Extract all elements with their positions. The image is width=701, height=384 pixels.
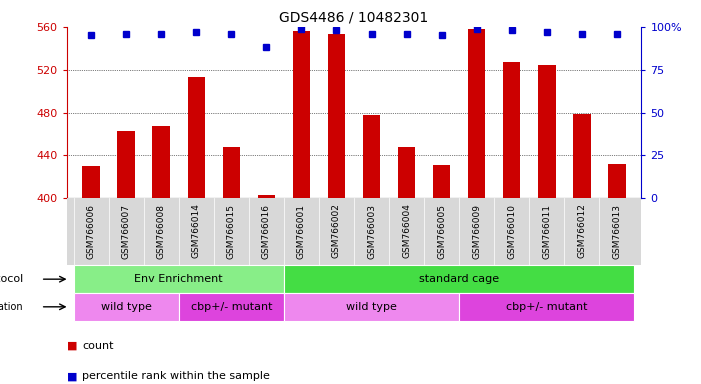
Text: percentile rank within the sample: percentile rank within the sample — [82, 371, 270, 381]
Text: GSM766005: GSM766005 — [437, 204, 446, 258]
Text: GSM766006: GSM766006 — [87, 204, 95, 258]
Text: Env Enrichment: Env Enrichment — [135, 274, 223, 284]
Bar — [83, 166, 100, 198]
Text: ■: ■ — [67, 341, 81, 351]
Text: protocol: protocol — [0, 274, 24, 284]
Bar — [503, 62, 521, 198]
Bar — [179, 293, 284, 321]
Bar — [459, 293, 634, 321]
Bar — [74, 265, 284, 293]
Text: GSM766010: GSM766010 — [508, 204, 516, 258]
Text: GSM766001: GSM766001 — [297, 204, 306, 258]
Bar — [398, 147, 415, 198]
Bar — [363, 115, 381, 198]
Text: GSM766008: GSM766008 — [157, 204, 165, 258]
Bar — [573, 114, 591, 198]
Bar — [74, 293, 179, 321]
Bar — [328, 35, 346, 198]
Text: GSM766004: GSM766004 — [402, 204, 411, 258]
Text: GSM766003: GSM766003 — [367, 204, 376, 258]
Text: genotype/variation: genotype/variation — [0, 302, 24, 312]
Text: GSM766013: GSM766013 — [613, 204, 621, 258]
Bar — [538, 65, 556, 198]
Bar — [293, 31, 310, 198]
Bar — [468, 29, 485, 198]
Text: cbp+/- mutant: cbp+/- mutant — [506, 302, 587, 312]
Text: wild type: wild type — [346, 302, 397, 312]
Bar — [117, 131, 135, 198]
Title: GDS4486 / 10482301: GDS4486 / 10482301 — [280, 10, 428, 24]
Text: GSM766011: GSM766011 — [543, 204, 551, 258]
Text: GSM766007: GSM766007 — [122, 204, 130, 258]
Text: standard cage: standard cage — [419, 274, 499, 284]
Text: GSM766009: GSM766009 — [472, 204, 481, 258]
Bar — [284, 265, 634, 293]
Bar — [608, 164, 626, 198]
Text: cbp+/- mutant: cbp+/- mutant — [191, 302, 272, 312]
Text: GSM766014: GSM766014 — [192, 204, 200, 258]
Text: GSM766016: GSM766016 — [262, 204, 271, 258]
Text: GSM766002: GSM766002 — [332, 204, 341, 258]
Text: GSM766012: GSM766012 — [578, 204, 586, 258]
Bar — [223, 147, 240, 198]
Bar — [153, 126, 170, 198]
Text: ■: ■ — [67, 371, 81, 381]
Bar — [284, 293, 459, 321]
Bar — [188, 77, 205, 198]
Bar — [433, 165, 451, 198]
Text: wild type: wild type — [101, 302, 151, 312]
Text: GSM766015: GSM766015 — [227, 204, 236, 258]
Text: count: count — [82, 341, 114, 351]
Bar — [258, 195, 275, 198]
